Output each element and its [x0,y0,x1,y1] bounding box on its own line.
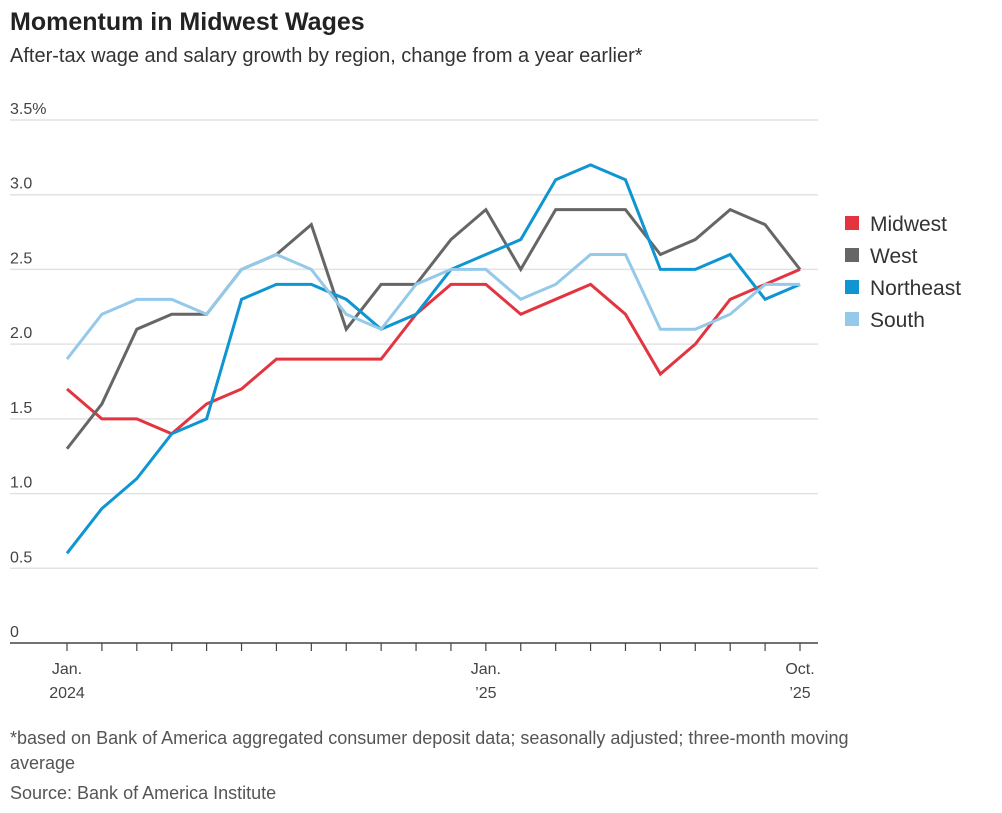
x-tick-label: 2024 [49,685,85,702]
chart-subtitle: After-tax wage and salary growth by regi… [10,45,643,67]
legend-label-northeast: Northeast [870,277,961,300]
y-tick-label: 0.5 [10,549,32,566]
y-tick-label: 2.5 [10,250,32,267]
legend-label-midwest: Midwest [870,213,947,236]
legend-swatch-south [845,312,859,326]
y-tick-label: 1.0 [10,475,32,492]
series-line-northeast [65,163,801,555]
y-tick-label: 2.0 [10,325,32,342]
x-tick-label: Oct. [785,661,814,678]
legend-swatch-northeast [845,280,859,294]
legend-label-south: South [870,309,925,332]
x-tick-label: ’25 [789,685,810,702]
y-tick-label: 3.5% [10,101,46,118]
chart-title: Momentum in Midwest Wages [10,8,365,36]
series-line-midwest [66,268,801,436]
legend-swatch-midwest [845,216,859,230]
series-line-west [65,207,802,450]
y-tick-label: 0 [10,624,19,641]
y-tick-label: 1.5 [10,400,32,417]
source-note: Source: Bank of America Institute [10,783,277,803]
x-tick-label: ’25 [475,685,496,702]
legend-label-west: West [870,245,918,268]
legend-swatch-west [845,248,859,262]
footnote: *based on Bank of America aggregated con… [10,728,849,748]
y-tick-label: 3.0 [10,176,32,193]
line-chart: 0 0.5 1.0 1.5 2.0 2.5 3.0 3.5% Jan. 2024 Jan. ’25 Oc… [10,101,961,702]
series-line-south [65,252,800,361]
footnote-continued: average [10,753,76,773]
x-tick-label: Jan. [471,661,501,678]
x-tick-label: Jan. [52,661,82,678]
